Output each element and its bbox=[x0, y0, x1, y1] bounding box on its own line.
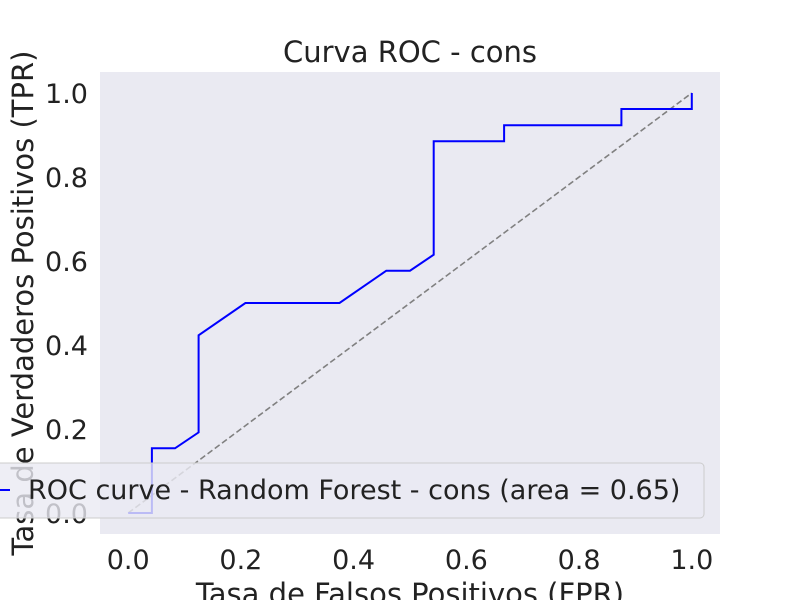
y-tick-label: 0.8 bbox=[45, 163, 88, 194]
x-tick-label: 0.6 bbox=[445, 545, 488, 576]
series-layer bbox=[127, 92, 693, 514]
roc-curve-line bbox=[128, 93, 693, 514]
y-tick-label: 0.4 bbox=[45, 331, 88, 362]
y-tick-label: 0.2 bbox=[45, 415, 88, 446]
x-tick-label: 0.0 bbox=[107, 545, 150, 576]
x-axis-label: Tasa de Falsos Positivos (FPR) bbox=[195, 577, 624, 600]
x-tick-label: 0.8 bbox=[558, 545, 601, 576]
legend-entry: ROC curve - Random Forest - cons (area =… bbox=[28, 475, 680, 506]
legend: ROC curve - Random Forest - cons (area =… bbox=[0, 462, 705, 519]
y-tick-label: 1.0 bbox=[45, 79, 88, 110]
legend-box bbox=[0, 462, 705, 519]
chart-title: Curva ROC - cons bbox=[283, 35, 537, 69]
x-tick-label: 0.4 bbox=[332, 545, 375, 576]
chance-diagonal-line bbox=[127, 92, 693, 514]
x-tick-label: 1.0 bbox=[670, 545, 713, 576]
y-tick-label: 0.6 bbox=[45, 247, 88, 278]
x-tick-labels: 0.0 0.2 0.4 0.6 0.8 1.0 bbox=[107, 545, 714, 576]
y-tick-labels: 0.00.20.40.60.81.0 bbox=[45, 79, 88, 530]
x-tick-label: 0.2 bbox=[219, 545, 262, 576]
